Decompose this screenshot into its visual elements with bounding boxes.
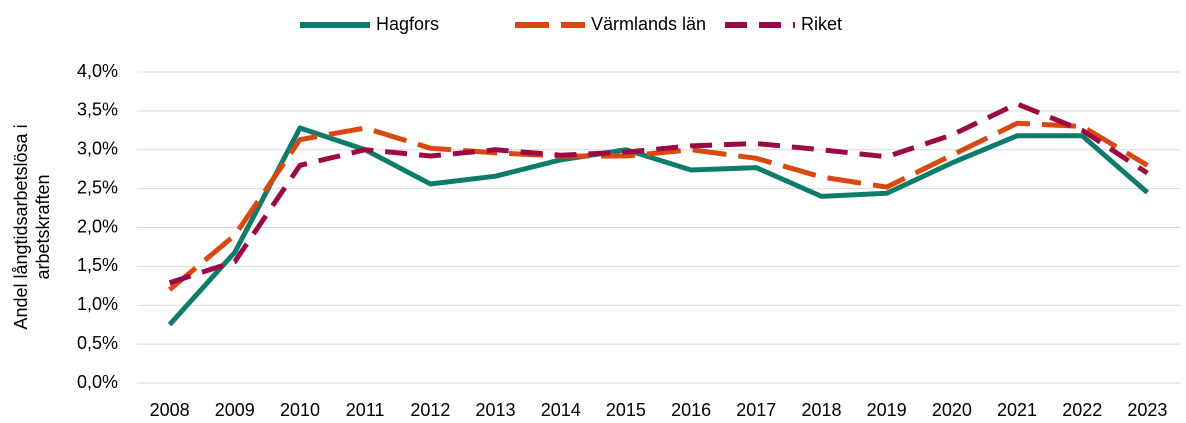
x-tick-label: 2011 [346,400,385,420]
y-tick-label: 1,5% [77,255,118,275]
y-tick-label: 1,0% [77,294,118,314]
y-axis-label: arbetskraften [33,174,53,279]
x-tick-label: 2020 [932,400,972,420]
legend-label: Hagfors [376,14,439,34]
x-tick-label: 2023 [1127,400,1167,420]
x-tick-label: 2013 [476,400,516,420]
y-axis-label: Andel långtidsarbetslösa i [11,124,31,329]
y-tick-label: 0,5% [77,333,118,353]
x-tick-label: 2018 [801,400,841,420]
x-tick-label: 2016 [671,400,711,420]
y-tick-label: 2,0% [77,216,118,236]
series-line [167,125,1150,327]
x-tick-label: 2010 [280,400,320,420]
legend-label: Värmlands län [591,14,706,34]
series-line [168,101,1149,286]
y-tick-label: 0,0% [77,372,118,392]
x-tick-label: 2009 [215,400,255,420]
y-tick-label: 2,5% [77,177,118,197]
y-tick-label: 4,0% [77,61,118,81]
y-tick-label: 3,0% [77,139,118,159]
legend-label: Riket [801,14,842,34]
x-tick-label: 2014 [541,400,581,420]
x-tick-label: 2022 [1062,400,1102,420]
x-tick-label: 2021 [997,400,1037,420]
x-tick-label: 2019 [867,400,907,420]
series-line [167,120,1149,292]
x-tick-label: 2017 [736,400,776,420]
x-tick-label: 2015 [606,400,646,420]
x-tick-label: 2008 [150,400,190,420]
x-tick-label: 2012 [410,400,450,420]
y-tick-label: 3,5% [77,100,118,120]
